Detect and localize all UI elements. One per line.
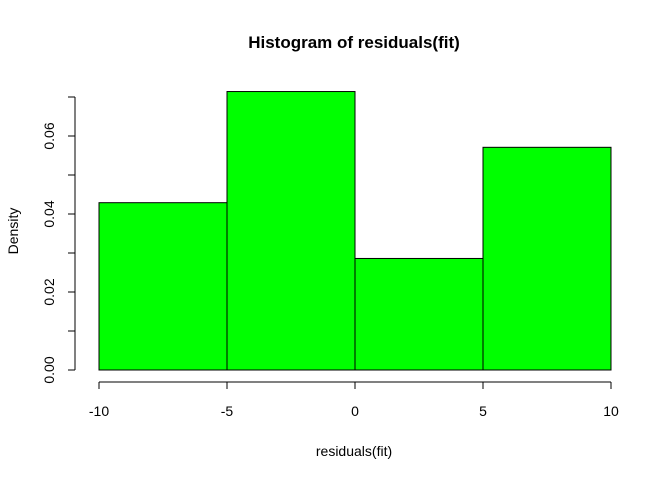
y-tick-label-0: 0.00	[41, 356, 57, 383]
histogram-bar-2	[354, 257, 484, 371]
y-tick-label-2: 0.02	[41, 278, 57, 305]
chart-title: Histogram of residuals(fit)	[248, 33, 460, 52]
bars-group	[98, 91, 612, 371]
x-tick-label-3: 5	[479, 403, 487, 419]
x-axis: -10 -5 0 5 10	[89, 381, 619, 419]
histogram-bar-3	[482, 146, 612, 371]
y-axis: 0.00 0.02 0.04 0.06	[41, 96, 76, 384]
x-tick-label-1: -5	[221, 403, 234, 419]
x-tick-label-4: 10	[603, 403, 619, 419]
x-axis-label: residuals(fit)	[316, 443, 392, 459]
x-tick-label-0: -10	[89, 403, 109, 419]
y-axis-label: Density	[5, 208, 21, 255]
histogram-bar-1	[226, 91, 356, 371]
histogram-bar-0	[98, 202, 228, 371]
x-tick-label-2: 0	[351, 403, 359, 419]
y-tick-label-6: 0.06	[41, 122, 57, 149]
y-tick-label-4: 0.04	[41, 200, 57, 227]
